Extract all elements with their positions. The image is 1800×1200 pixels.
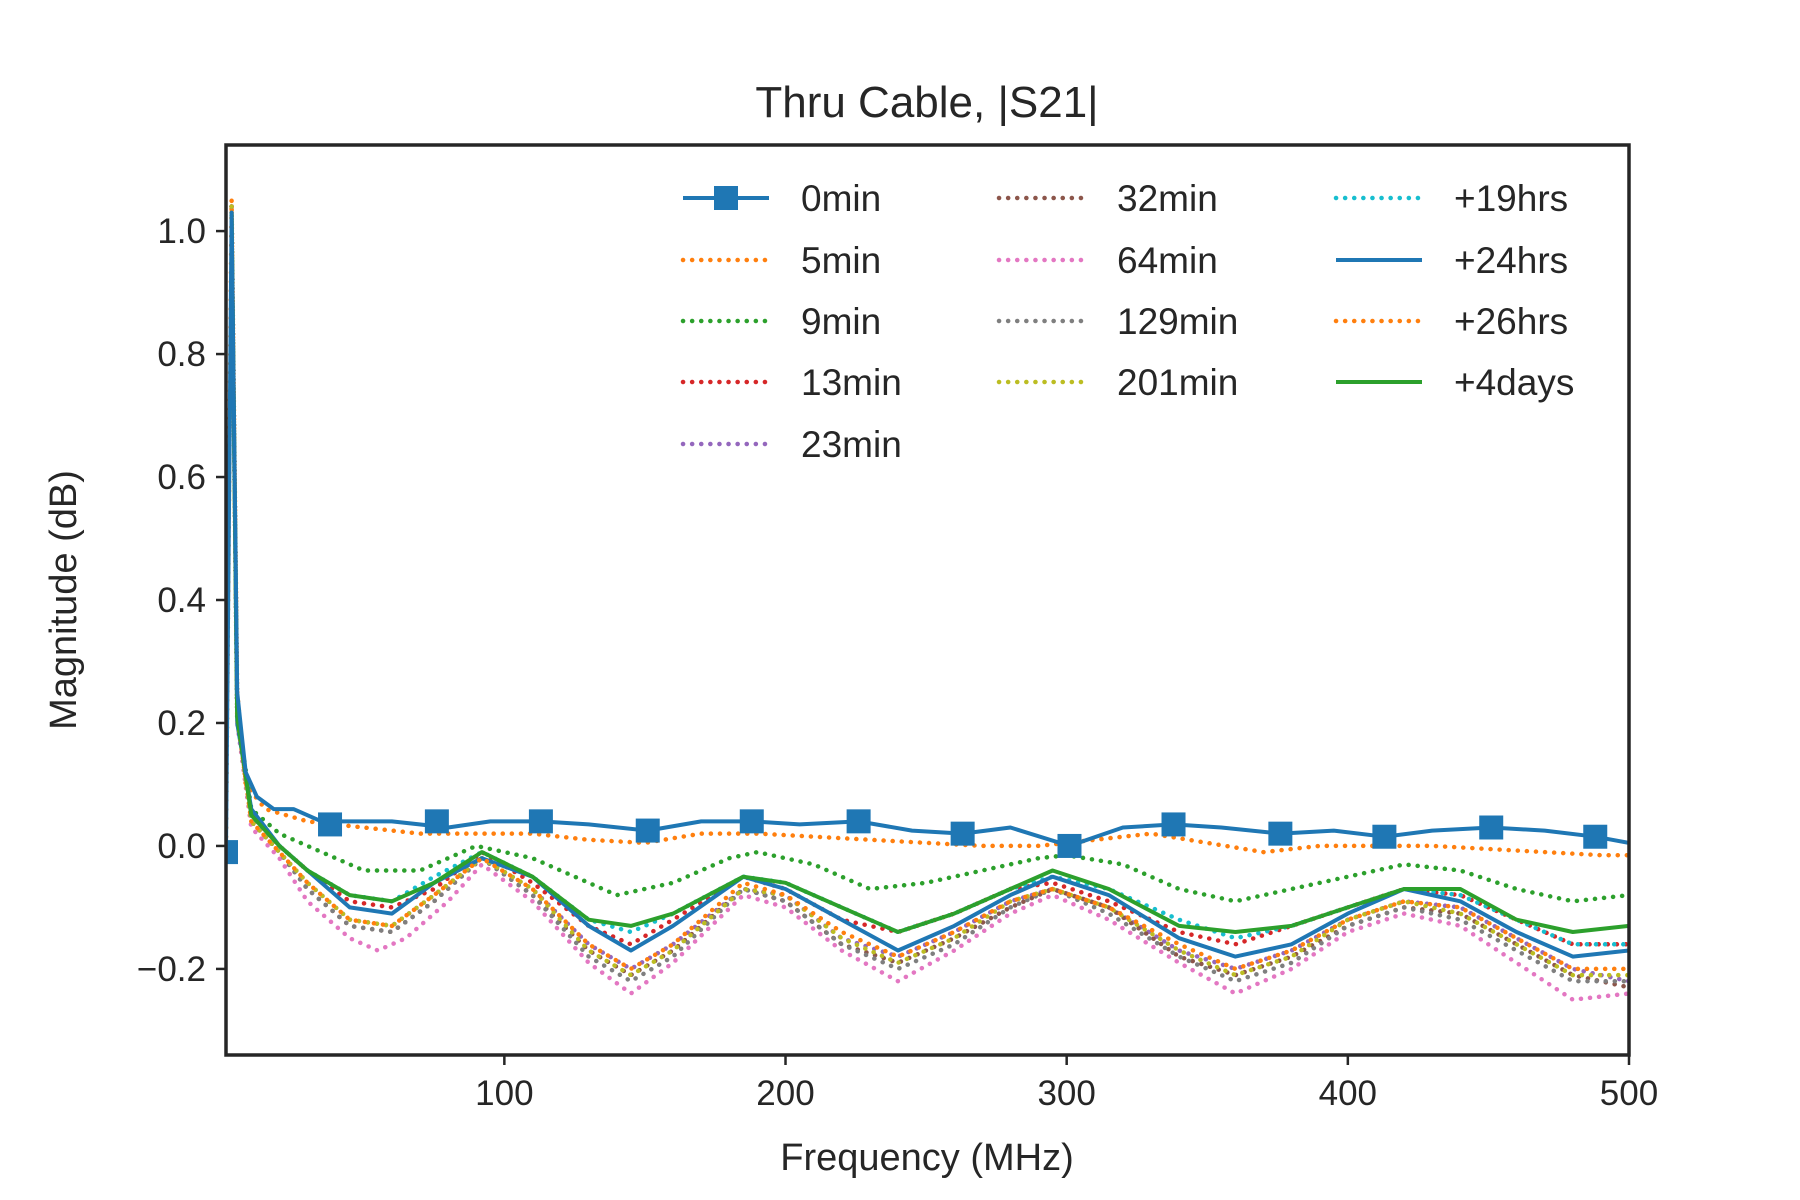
y-tick-label: −0.2: [137, 950, 206, 989]
legend-label: 9min: [801, 301, 881, 342]
series-marker: [950, 821, 975, 846]
legend-entry: 5min: [680, 240, 881, 281]
y-tick-label: 0.2: [157, 704, 206, 743]
legend-label: 0min: [801, 178, 881, 219]
x-tick-label: 100: [475, 1074, 533, 1113]
legend-entry: 32min: [996, 178, 1218, 219]
legend: 0min 5min 9min 13min 23min 32min 64min 129min 20…: [680, 178, 1574, 465]
series-marker: [1372, 824, 1397, 849]
legend-label: 201min: [1117, 362, 1238, 403]
legend-label: 32min: [1117, 178, 1218, 219]
x-tick-label: 300: [1037, 1074, 1095, 1113]
series-marker: [846, 809, 871, 834]
legend-label: 64min: [1117, 240, 1218, 281]
series-marker: [226, 840, 238, 865]
legend-entry: +24hrs: [1336, 240, 1568, 281]
legend-marker: [714, 186, 738, 210]
plot-frame: [224, 143, 1631, 1057]
legend-entry: +19hrs: [1333, 178, 1568, 219]
legend-entry: 201min: [996, 362, 1238, 403]
legend-label: 5min: [801, 240, 881, 281]
y-axis-title: Magnitude (dB): [43, 470, 85, 730]
legend-entry: 9min: [680, 301, 881, 342]
plot-lines: [226, 198, 1629, 1002]
series-marker: [739, 809, 764, 834]
legend-label: 23min: [801, 424, 902, 465]
legend-entry: 0min: [683, 178, 881, 219]
x-tick-label: 500: [1600, 1074, 1658, 1113]
series-marker: [1057, 833, 1082, 858]
series-marker: [1161, 812, 1186, 837]
legend-entry: +4days: [1336, 362, 1574, 403]
legend-entry: 23min: [680, 424, 902, 465]
y-tick-label: 0.8: [157, 335, 206, 374]
series-line: [229, 218, 1629, 959]
x-tick-label: 400: [1319, 1074, 1377, 1113]
series-line: [229, 204, 1629, 904]
chart-title: Thru Cable, |S21|: [755, 78, 1098, 127]
series-marker: [528, 809, 553, 834]
legend-label: +19hrs: [1454, 178, 1568, 219]
series-line: [229, 204, 1629, 984]
series-line: [226, 210, 1629, 853]
legend-label: +4days: [1454, 362, 1574, 403]
series-marker: [1268, 821, 1293, 846]
legend-entry: 64min: [996, 240, 1218, 281]
legend-entry: 13min: [680, 362, 902, 403]
y-tick-label: 1.0: [157, 212, 206, 251]
x-axis-title: Frequency (MHz): [780, 1137, 1074, 1179]
series-marker: [318, 812, 343, 837]
legend-label: +24hrs: [1454, 240, 1568, 281]
y-tick-label: 0.4: [157, 581, 206, 620]
y-tick-label: 0.0: [157, 827, 206, 866]
series-marker: [1583, 824, 1608, 849]
series-line: [226, 198, 1629, 858]
series-line: [229, 204, 1629, 978]
legend-entry: +26hrs: [1333, 301, 1568, 342]
series-marker: [424, 809, 449, 834]
series-marker: [1479, 815, 1504, 840]
x-tick-label: 200: [756, 1074, 814, 1113]
series-line: [229, 210, 1629, 972]
legend-label: +26hrs: [1454, 301, 1568, 342]
series-line: [229, 204, 1629, 1002]
legend-entry: 129min: [996, 301, 1238, 342]
series-line: [229, 204, 1629, 990]
axis-ticks: 100 200 300 400 500 −0.2 0.0 0.2 0.4 0.6 0.8 1.0: [137, 212, 1658, 1113]
series-marker: [635, 818, 660, 843]
legend-label: 13min: [801, 362, 902, 403]
series-line: [229, 212, 1629, 934]
legend-label: 129min: [1117, 301, 1238, 342]
y-tick-label: 0.6: [157, 458, 206, 497]
